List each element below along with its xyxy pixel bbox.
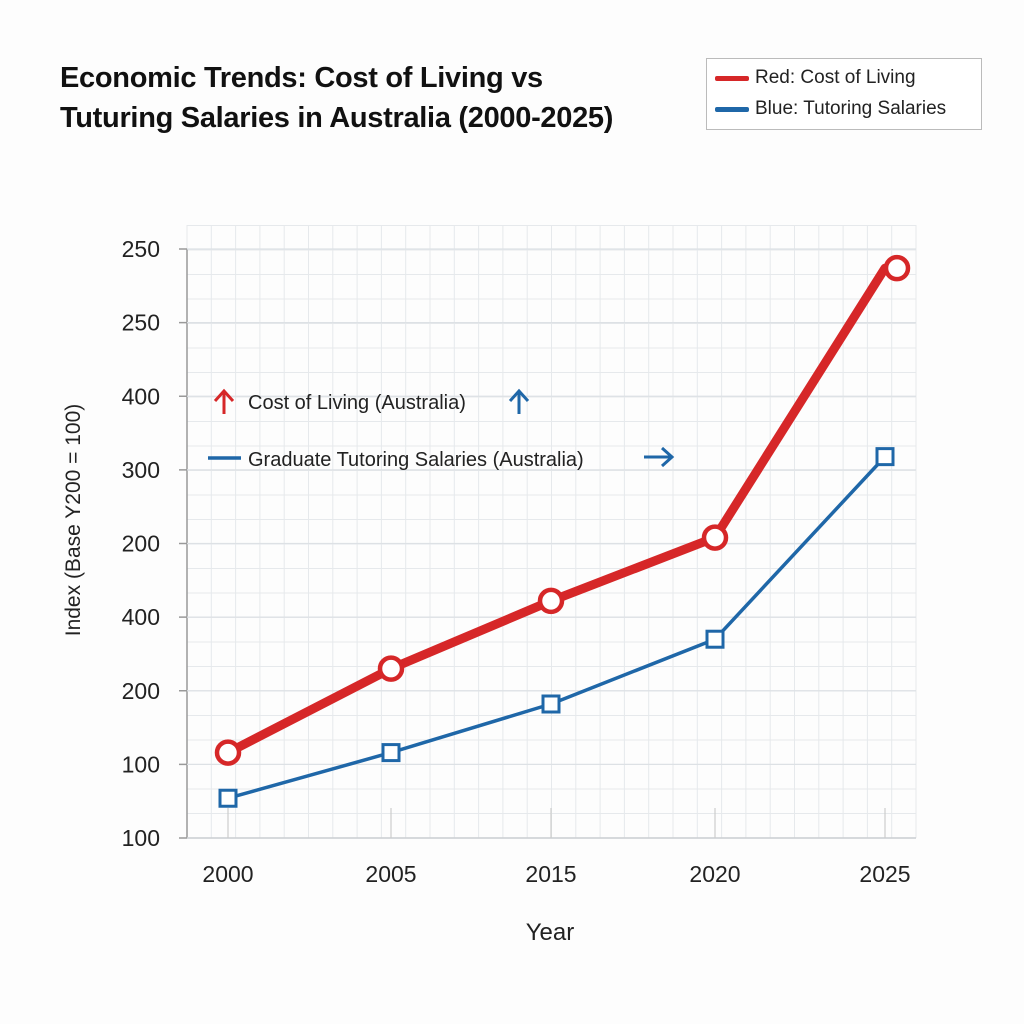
data-point-tutoring-salaries [381, 743, 401, 763]
y-ticks: 100 100 200 400 200 300 400 250 250 [122, 236, 916, 851]
data-point-tutoring-salaries [875, 447, 895, 467]
data-point-tutoring-salaries [705, 629, 725, 649]
series-line-tutoring-salaries [226, 454, 887, 800]
annotation-text: Cost of Living (Australia) [248, 392, 466, 414]
y-tick-label: 400 [122, 383, 160, 409]
y-tick-label: 250 [122, 310, 160, 336]
chart-title-line1: Economic Trends: Cost of Living vs [60, 62, 543, 94]
x-tick-label: 2005 [365, 861, 416, 887]
annotation-text: Graduate Tutoring Salaries (Australia) [248, 449, 584, 471]
annotation-cost-of-living: Cost of Living (Australia) [213, 388, 530, 414]
legend-label: Red: Cost of Living [755, 67, 916, 88]
grid [186, 225, 917, 839]
series-line-cost-of-living [223, 263, 890, 758]
data-point-cost-of-living [377, 655, 405, 682]
y-tick-label: 200 [122, 531, 160, 557]
x-axis-label: Year [526, 919, 575, 946]
legend-item-cost-of-living: Red: Cost of Living [715, 67, 916, 89]
x-ticks: 2000 2005 2015 2020 2025 [202, 808, 911, 887]
y-tick-label: 400 [122, 604, 160, 630]
data-point-cost-of-living [537, 587, 565, 615]
legend-swatch-red [715, 75, 749, 81]
chart-title: Economic Trends: Cost of Living vs Tutur… [60, 58, 613, 138]
chart-title-line2: Tuturing Salaries in Australia (2000-202… [60, 102, 614, 134]
red-arrow-up-icon [213, 388, 235, 414]
x-tick-label: 2020 [689, 861, 740, 887]
series-layer [214, 254, 911, 808]
x-tick-label: 2015 [525, 861, 576, 887]
legend: Red: Cost of Living Blue: Tutoring Salar… [706, 58, 982, 130]
blue-arrow-up-icon [508, 388, 530, 414]
data-point-cost-of-living [214, 739, 242, 766]
x-tick-label: 2025 [859, 861, 910, 887]
y-tick-label: 100 [122, 751, 160, 777]
data-point-cost-of-living [701, 524, 729, 551]
blue-arrow-right-icon [644, 446, 675, 468]
y-axis-label: Index (Base Y200 = 100) [62, 404, 85, 637]
annotation-tutoring-salaries: Graduate Tutoring Salaries (Australia) [208, 446, 675, 471]
y-tick-label: 200 [122, 678, 160, 704]
data-point-tutoring-salaries [218, 788, 238, 808]
y-tick-label: 250 [122, 236, 160, 262]
legend-item-tutoring-salaries: Blue: Tutoring Salaries [715, 98, 946, 120]
data-point-cost-of-living [883, 254, 911, 282]
legend-swatch-blue [715, 106, 749, 112]
y-tick-label: 100 [122, 825, 160, 851]
data-point-tutoring-salaries [541, 694, 561, 714]
y-tick-label: 300 [122, 457, 160, 483]
legend-label: Blue: Tutoring Salaries [755, 98, 947, 119]
x-tick-label: 2000 [202, 861, 253, 887]
